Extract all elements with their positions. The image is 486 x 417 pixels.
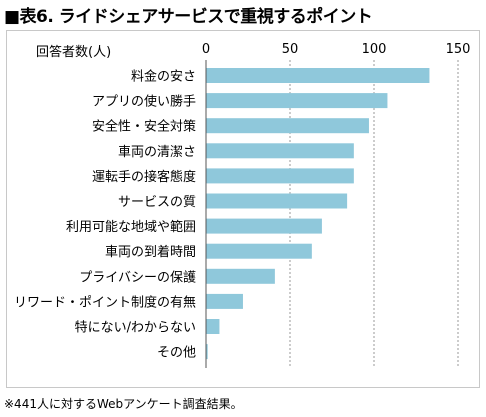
category-label: その他 <box>157 346 196 361</box>
category-labels: 料金の安さアプリの使い勝手安全性・安全対策車両の清潔さ運転手の接客態度サービスの… <box>14 69 196 361</box>
grid-lines <box>289 60 459 368</box>
bar <box>206 68 430 83</box>
category-label: アプリの使い勝手 <box>92 94 196 110</box>
y-axis-label: 回答者数(人) <box>36 44 111 60</box>
category-label: 運転手の接客態度 <box>92 169 196 185</box>
x-tick-label: 0 <box>202 42 210 57</box>
bar <box>206 293 243 309</box>
bar <box>206 319 220 334</box>
bar <box>206 118 369 134</box>
category-label: 車両の到着時間 <box>105 244 196 260</box>
x-tick-label: 150 <box>446 42 471 57</box>
category-label: 利用可能な地域や範囲 <box>66 220 196 235</box>
bars <box>206 68 430 360</box>
category-label: サービスの質 <box>118 195 196 210</box>
category-label: リワード・ポイント制度の有無 <box>14 294 196 310</box>
footnote: ※441人に対するWebアンケート調査結果。 <box>4 397 243 411</box>
category-label: プライバシーの保護 <box>79 269 196 285</box>
bar <box>206 218 322 234</box>
category-label: 特にない/わからない <box>75 321 196 336</box>
bar <box>206 268 275 284</box>
bar <box>206 168 354 184</box>
bar <box>206 143 354 159</box>
x-tick-labels: 0 50 100 150 <box>202 42 471 57</box>
category-label: 安全性・安全対策 <box>92 119 196 135</box>
bar <box>206 93 388 109</box>
chart-title: ■表6. ライドシェアサービスで重視するポイント <box>4 7 373 27</box>
x-tick-label: 100 <box>362 42 387 57</box>
chart-frame <box>6 30 480 388</box>
category-label: 料金の安さ <box>131 69 196 85</box>
x-tick-label: 50 <box>282 42 299 57</box>
bar <box>206 243 312 259</box>
bar <box>206 344 208 360</box>
bar <box>206 193 348 209</box>
category-label: 車両の清潔さ <box>118 145 196 160</box>
